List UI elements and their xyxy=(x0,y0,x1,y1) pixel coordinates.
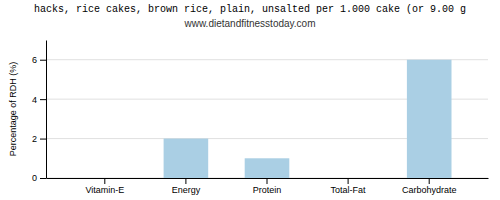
y-tick-label: 6 xyxy=(32,55,37,65)
y-tick-mark xyxy=(40,60,46,61)
x-tick: Total-Fat xyxy=(331,178,367,195)
bar xyxy=(164,139,209,178)
x-tick: Vitamin-E xyxy=(85,178,124,195)
y-tick-mark xyxy=(40,99,46,100)
subtitle: www.dietandfitnesstoday.com xyxy=(184,18,316,29)
y-tick: 6 xyxy=(32,55,46,65)
y-axis: 0 2 4 6 xyxy=(32,41,47,184)
plot-area: Vitamin-E Energy Protein Total-Fat Carbohydr… xyxy=(8,41,489,196)
x-tick-label: Energy xyxy=(172,185,201,195)
x-tick-mark xyxy=(348,178,349,184)
x-tick-label: Vitamin-E xyxy=(85,185,124,195)
chart-svg: hacks, rice cakes, brown rice, plain, un… xyxy=(0,0,500,200)
title: hacks, rice cakes, brown rice, plain, un… xyxy=(34,4,466,15)
y-tick-label: 0 xyxy=(32,173,37,183)
x-tick: Energy xyxy=(172,178,201,195)
x-tick-label: Protein xyxy=(253,185,282,195)
x-tick-label: Carbohydrate xyxy=(402,185,457,195)
x-tick-mark xyxy=(429,178,430,184)
y-tick-mark xyxy=(40,178,46,179)
bar xyxy=(82,178,127,179)
y-tick: 0 xyxy=(32,173,46,183)
chart-container: hacks, rice cakes, brown rice, plain, un… xyxy=(0,0,500,200)
x-tick-mark xyxy=(104,178,105,184)
y-tick-label: 4 xyxy=(32,95,37,105)
bar xyxy=(245,158,290,178)
y-tick: 4 xyxy=(32,95,46,105)
x-tick: Protein xyxy=(253,178,282,195)
bar xyxy=(407,60,452,178)
x-axis: Vitamin-E Energy Protein Total-Fat Carbohydr… xyxy=(47,178,489,195)
y-tick-mark xyxy=(40,139,46,140)
x-tick: Carbohydrate xyxy=(402,178,457,195)
bars xyxy=(164,60,452,178)
y-tick: 2 xyxy=(32,134,46,144)
y-axis-title: Percentage of RDH (%) xyxy=(8,62,18,157)
x-tick-mark xyxy=(267,178,268,184)
y-tick-label: 2 xyxy=(32,134,37,144)
grid xyxy=(46,60,488,178)
y-axis-line xyxy=(46,41,47,179)
bar xyxy=(326,178,371,179)
x-tick-label: Total-Fat xyxy=(331,185,367,195)
x-tick-mark xyxy=(185,178,186,184)
